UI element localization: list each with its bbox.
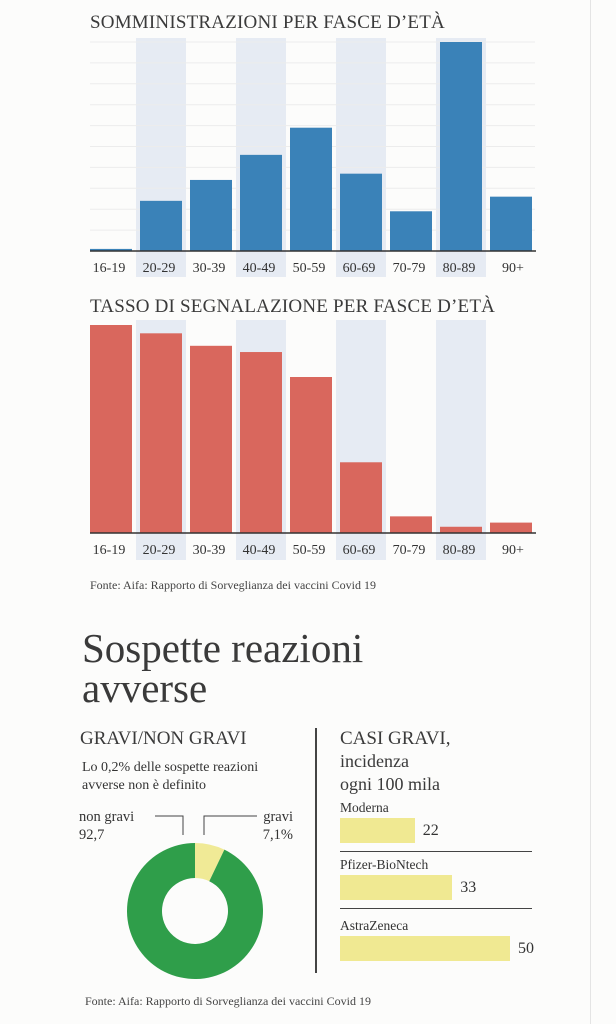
tick-label-30-39: 30-39 bbox=[193, 261, 226, 276]
tick-label-50-59: 50-59 bbox=[293, 261, 326, 276]
hbar-value: 33 bbox=[460, 879, 477, 896]
leader-line-non-gravi bbox=[155, 815, 184, 835]
hbar-Pfizer-BioNtech bbox=[340, 875, 453, 900]
headline: Sospette reazioni avverse bbox=[82, 625, 364, 711]
non-gravi-name: non gravi bbox=[79, 809, 135, 825]
bar-30-39 bbox=[190, 345, 232, 533]
tick-label-80-89: 80-89 bbox=[443, 261, 476, 276]
hbar-label: Pfizer-BioNtech bbox=[340, 857, 429, 872]
row-divider bbox=[340, 851, 532, 852]
tick-label-90+: 90+ bbox=[502, 543, 524, 558]
reporting-rate-chart: 16-19 20-29 30-39 40-49 50-59 60-69 70-79 80-89… bbox=[90, 320, 536, 560]
tick-label-20-29: 20-29 bbox=[143, 261, 176, 276]
bar-50-59 bbox=[290, 377, 332, 533]
donut-slice-non-gravi bbox=[127, 843, 264, 979]
bar-70-79 bbox=[390, 211, 432, 251]
bar-20-29 bbox=[140, 200, 182, 251]
tick-label-90+: 90+ bbox=[502, 261, 524, 276]
gravi-name: gravi bbox=[263, 809, 293, 825]
bar-70-79 bbox=[390, 516, 432, 533]
chart2-title: TASSO DI SEGNALAZIONE PER FASCE D’ETÀ bbox=[90, 296, 496, 317]
bar-20-29 bbox=[140, 333, 182, 533]
bar-60-69 bbox=[340, 462, 382, 533]
note-line-2: avverse non è definito bbox=[82, 778, 207, 793]
tick-label-80-89: 80-89 bbox=[443, 543, 476, 558]
bar-40-49 bbox=[240, 154, 282, 251]
chart1-title: SOMMINISTRAZIONI PER FASCE D’ETÀ bbox=[90, 12, 445, 33]
hbar-label: Moderna bbox=[340, 800, 389, 815]
tick-label-70-79: 70-79 bbox=[393, 261, 426, 276]
highlight-band bbox=[436, 320, 486, 560]
tick-label-40-49: 40-49 bbox=[243, 261, 276, 276]
note-line-1: Lo 0,2% delle sospette reazioni bbox=[82, 760, 259, 775]
administrations-chart: 16-19 20-29 30-39 40-49 50-59 60-69 70-79 80-89… bbox=[90, 38, 536, 277]
bar-16-19 bbox=[90, 248, 132, 251]
bar-16-19 bbox=[90, 325, 132, 533]
row-divider bbox=[340, 908, 532, 909]
non-gravi-label: non gravi 92,7 bbox=[79, 808, 134, 844]
source-note-1: Fonte: Aifa: Rapporto di Sorveglianza de… bbox=[90, 578, 376, 592]
leader-line-gravi bbox=[203, 815, 257, 835]
hbar-AstraZeneca bbox=[340, 936, 510, 961]
tick-label-16-19: 16-19 bbox=[93, 543, 126, 558]
source-note-2: Fonte: Aifa: Rapporto di Sorveglianza de… bbox=[85, 994, 371, 1008]
hbar-value: 50 bbox=[518, 940, 534, 957]
gravi-value: 7,1% bbox=[262, 827, 293, 843]
bar-90+ bbox=[490, 522, 532, 533]
column-rule bbox=[590, 0, 591, 1024]
bar-90+ bbox=[490, 196, 532, 251]
tick-label-50-59: 50-59 bbox=[293, 543, 326, 558]
tick-label-20-29: 20-29 bbox=[143, 543, 176, 558]
tick-label-40-49: 40-49 bbox=[243, 543, 276, 558]
section-divider bbox=[315, 728, 317, 973]
severity-donut-chart bbox=[127, 815, 264, 979]
bar-40-49 bbox=[240, 352, 282, 533]
bar-30-39 bbox=[190, 179, 232, 251]
non-gravi-value: 92,7 bbox=[79, 827, 105, 843]
hbar-value: 22 bbox=[422, 822, 439, 839]
donut-title: GRAVI/NON GRAVI bbox=[80, 728, 247, 749]
donut-slice-gravi bbox=[195, 843, 225, 882]
bar-80-89 bbox=[440, 42, 482, 251]
hbar-Moderna bbox=[340, 818, 415, 843]
bar-60-69 bbox=[340, 173, 382, 251]
hbar-label: AstraZeneca bbox=[340, 918, 409, 933]
hbar-subtitle-1: incidenza bbox=[340, 751, 409, 771]
hbar-title: CASI GRAVI, bbox=[340, 728, 451, 749]
tick-label-70-79: 70-79 bbox=[393, 543, 426, 558]
headline-line-2: avverse bbox=[82, 665, 208, 711]
gravi-label: gravi 7,1% bbox=[260, 808, 293, 844]
bar-80-89 bbox=[440, 526, 482, 533]
tick-label-16-19: 16-19 bbox=[93, 261, 126, 276]
bar-50-59 bbox=[290, 127, 332, 251]
donut-note: Lo 0,2% delle sospette reazioni avverse … bbox=[82, 759, 258, 795]
headline-line-1: Sospette reazioni bbox=[82, 625, 364, 671]
tick-label-30-39: 30-39 bbox=[193, 543, 226, 558]
tick-label-60-69: 60-69 bbox=[343, 543, 376, 558]
tick-label-60-69: 60-69 bbox=[343, 261, 376, 276]
hbar-subtitle-2: ogni 100 mila bbox=[340, 774, 440, 794]
